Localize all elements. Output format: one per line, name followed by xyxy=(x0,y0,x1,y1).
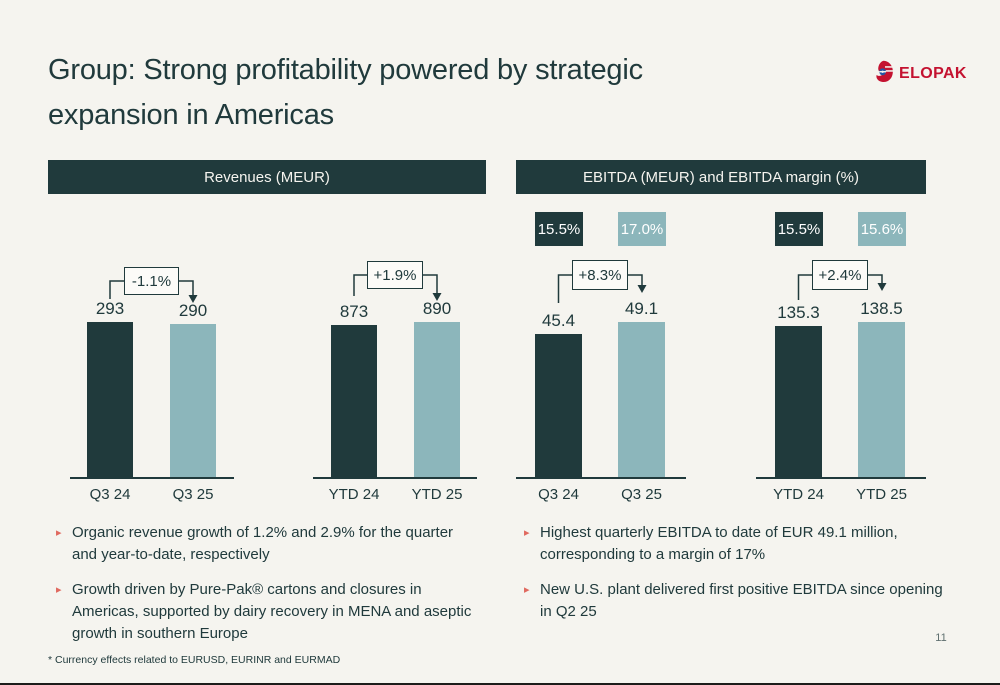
bar-revenues-q3-25 xyxy=(170,323,216,478)
cat-label-revenues-q3-25: Q3 25 xyxy=(172,486,214,503)
bar-revenues-q3-24 xyxy=(87,322,133,478)
elopak-logo: ELOPAK xyxy=(874,60,967,88)
x-axis-ebitda-ytd xyxy=(756,477,926,479)
bullet-triangle-icon: ▸ xyxy=(524,527,530,539)
cat-label-ebitda-ytd-24: YTD 24 xyxy=(773,486,824,503)
bar-value-revenues-q3-24: 293 xyxy=(95,299,125,318)
x-axis-revenues-q3 xyxy=(70,477,234,479)
cat-label-ebitda-q3-25: Q3 25 xyxy=(621,486,662,503)
page-title: Group: Strong profitability powered by s… xyxy=(48,48,768,138)
bullet-item: ▸ Highest quarterly EBITDA to date of EU… xyxy=(516,522,958,566)
bullet-triangle-icon: ▸ xyxy=(56,584,62,596)
cat-label-revenues-ytd-25: YTD 25 xyxy=(411,486,463,503)
margin-badge-q3-24: 15.5% xyxy=(535,212,583,246)
bar-ebitda-ytd-25 xyxy=(858,322,905,478)
bullet-list-revenues: ▸ Organic revenue growth of 1.2% and 2.9… xyxy=(48,522,480,645)
bullet-list-ebitda: ▸ Highest quarterly EBITDA to date of EU… xyxy=(516,522,958,623)
bar-revenues-ytd-25 xyxy=(414,322,460,478)
bar-ebitda-q3-24 xyxy=(535,333,582,478)
page-title-line-2: expansion in Americas xyxy=(48,99,334,131)
margin-badge-q3-25: 17.0% xyxy=(618,212,666,246)
cat-label-ebitda-q3-24: Q3 24 xyxy=(538,486,579,503)
delta-label-ebitda-ytd: +2.4% xyxy=(812,260,868,290)
bar-value-ebitda-ytd-24: 135.3 xyxy=(777,302,820,322)
margin-badge-ytd-25: 15.6% xyxy=(858,212,906,246)
cat-label-ebitda-ytd-25: YTD 25 xyxy=(856,486,907,503)
slide-bottom-edge xyxy=(0,683,1000,685)
bar-value-ebitda-q3-24: 45.4 xyxy=(541,310,576,330)
delta-label-revenues-ytd: +1.9% xyxy=(367,261,423,289)
page-number: 11 xyxy=(935,632,947,644)
elopak-logo-icon xyxy=(874,60,894,88)
cat-label-revenues-ytd-24: YTD 24 xyxy=(328,486,380,503)
bullet-item: ▸ Organic revenue growth of 1.2% and 2.9… xyxy=(48,522,480,566)
bullet-item: ▸ New U.S. plant delivered first positiv… xyxy=(516,579,958,623)
bar-value-ebitda-q3-25: 49.1 xyxy=(624,299,659,318)
bullet-text: Organic revenue growth of 1.2% and 2.9% … xyxy=(72,524,454,563)
x-axis-revenues-ytd xyxy=(313,477,477,479)
elopak-logo-text: ELOPAK xyxy=(899,65,967,82)
bullet-triangle-icon: ▸ xyxy=(524,584,530,596)
bar-value-revenues-ytd-24: 873 xyxy=(339,301,369,321)
x-axis-ebitda-q3 xyxy=(516,477,686,479)
bullet-text: New U.S. plant delivered first positive … xyxy=(540,581,943,620)
bullet-item: ▸ Growth driven by Pure-Pak® cartons and… xyxy=(48,579,480,645)
page-title-line-1: Group: Strong profitability powered by s… xyxy=(48,54,643,86)
bar-value-revenues-q3-25: 290 xyxy=(178,300,208,320)
delta-label-revenues-q3: -1.1% xyxy=(124,267,179,295)
footnote: * Currency effects related to EURUSD, EU… xyxy=(48,654,341,666)
bar-value-ebitda-ytd-25: 138.5 xyxy=(860,299,903,318)
bar-revenues-ytd-24 xyxy=(331,324,377,478)
cat-label-revenues-q3-24: Q3 24 xyxy=(89,486,131,503)
bar-ebitda-q3-25 xyxy=(618,322,665,478)
margin-badge-ytd-24: 15.5% xyxy=(775,212,823,246)
bar-ebitda-ytd-24 xyxy=(775,325,822,478)
section-header-ebitda: EBITDA (MEUR) and EBITDA margin (%) xyxy=(516,160,926,194)
bar-value-revenues-ytd-25: 890 xyxy=(422,299,452,318)
bullet-text: Growth driven by Pure-Pak® cartons and c… xyxy=(72,581,472,642)
bullet-text: Highest quarterly EBITDA to date of EUR … xyxy=(540,524,898,563)
section-header-revenues: Revenues (MEUR) xyxy=(48,160,486,194)
delta-label-ebitda-q3: +8.3% xyxy=(572,260,628,290)
bullet-triangle-icon: ▸ xyxy=(56,527,62,539)
